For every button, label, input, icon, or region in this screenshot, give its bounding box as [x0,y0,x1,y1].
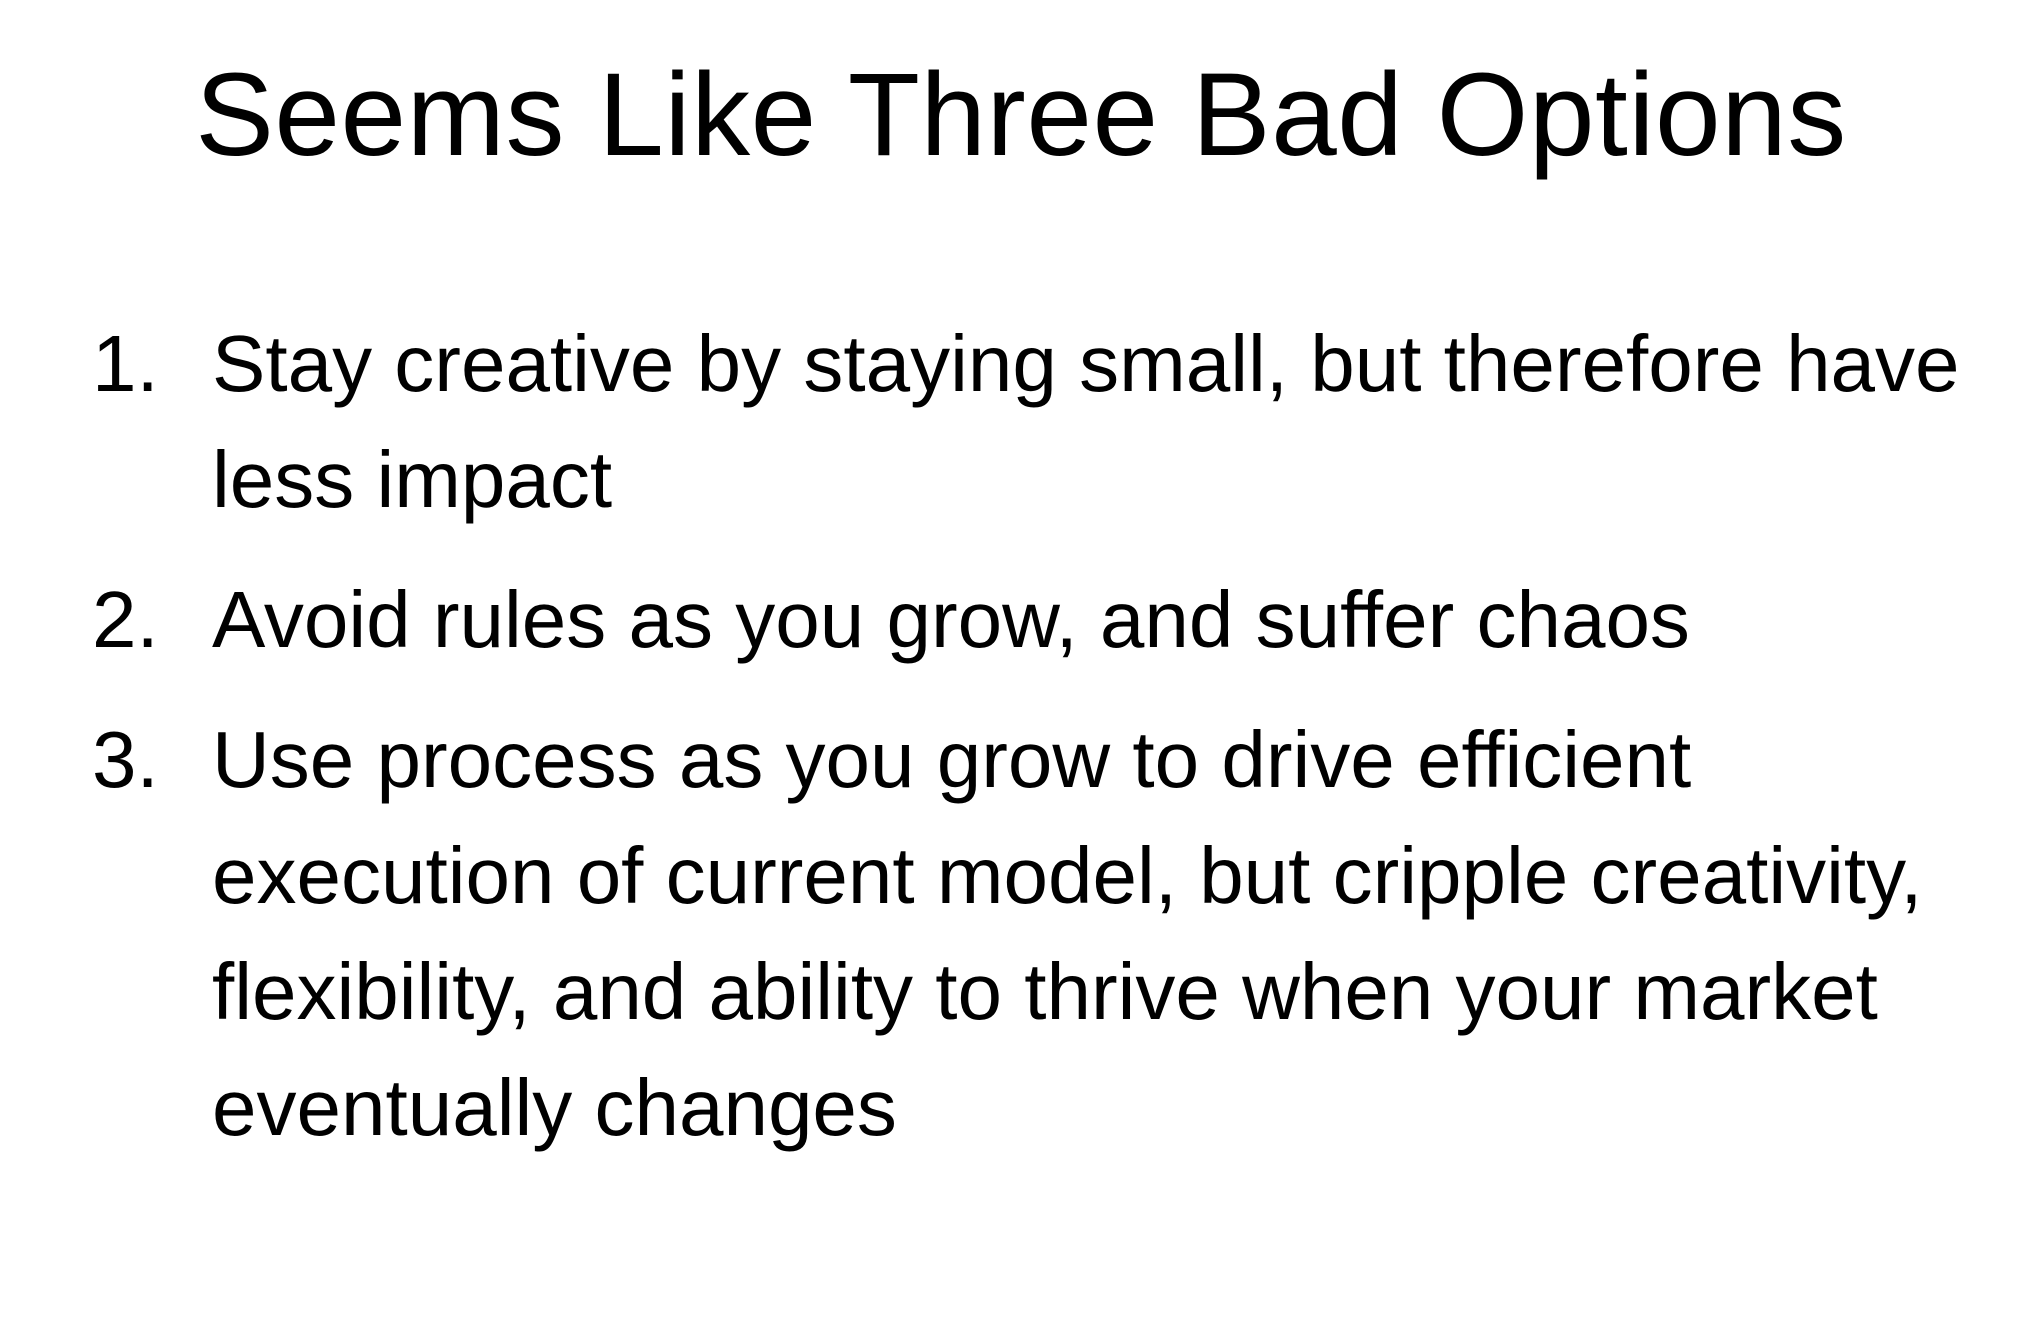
slide-title: Seems Like Three Bad Options [195,49,1847,181]
option-text: Avoid rules as you grow, and suffer chao… [212,575,1690,664]
option-item-3: 3. Use process as you grow to drive effi… [92,702,1992,1166]
options-list: 1. Stay creative by staying small, but t… [92,306,1992,1190]
option-number: 3. [92,715,159,804]
option-number: 1. [92,319,159,408]
option-item-1: 1. Stay creative by staying small, but t… [92,306,1992,538]
option-text: Stay creative by staying small, but ther… [212,319,1960,524]
option-text: Use process as you grow to drive efficie… [212,715,1923,1152]
option-item-2: 2. Avoid rules as you grow, and suffer c… [92,562,1992,678]
option-number: 2. [92,575,159,664]
